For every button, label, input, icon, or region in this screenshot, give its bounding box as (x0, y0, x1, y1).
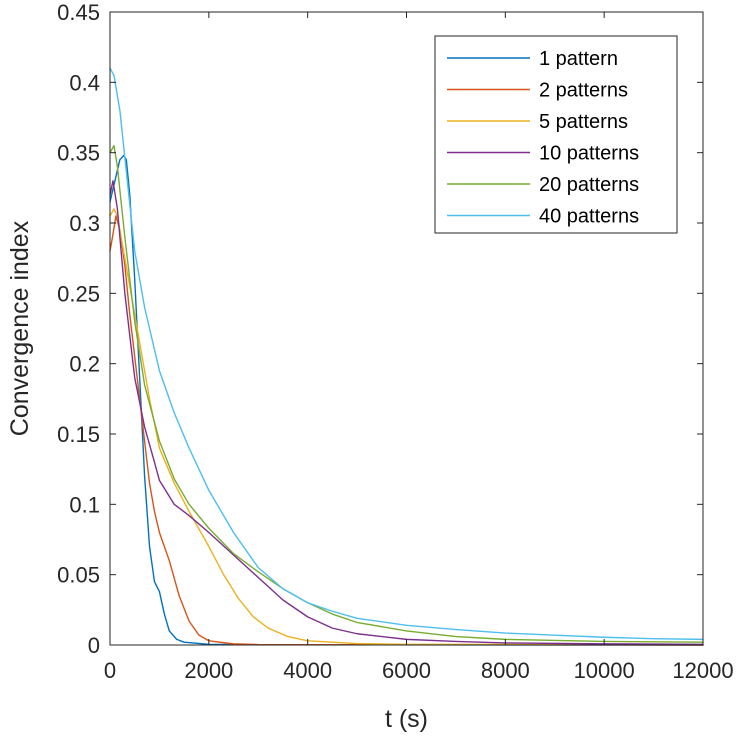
x-axis-label: t (s) (385, 705, 428, 733)
y-axis-label: Convergence index (6, 220, 34, 436)
y-tick-label: 0.05 (57, 563, 100, 588)
y-tick-label: 0.4 (69, 70, 100, 95)
series-line-1 (109, 154, 704, 646)
legend-label-3: 5 patterns (539, 111, 628, 133)
x-tick-label: 10000 (574, 658, 635, 683)
y-tick-label: 0.3 (69, 211, 100, 236)
y-tick-label: 0 (88, 633, 100, 658)
x-tick-label: 0 (104, 658, 116, 683)
series-line-5 (109, 144, 704, 643)
series-line-3 (109, 208, 704, 646)
y-tick-label: 0.45 (57, 0, 100, 25)
series-layer (109, 67, 704, 646)
legend-label-5: 20 patterns (539, 174, 639, 196)
y-tick-label: 0.2 (69, 352, 100, 377)
legend-label-1: 1 pattern (539, 48, 618, 70)
x-tick-label: 4000 (283, 658, 332, 683)
x-tick-label: 6000 (382, 658, 431, 683)
y-tick-label: 0.15 (57, 422, 100, 447)
y-tick-label: 0.25 (57, 281, 100, 306)
legend-box (434, 35, 678, 234)
legend-label-4: 10 patterns (539, 143, 639, 165)
x-tick-label: 2000 (184, 658, 233, 683)
legend: 1 pattern 2 patterns 5 patterns 10 patterns… (434, 35, 678, 234)
legend-label-2: 2 patterns (539, 80, 628, 102)
x-tick-label: 8000 (481, 658, 530, 683)
x-tick-label: 12000 (672, 658, 733, 683)
y-tick-label: 0.1 (69, 492, 100, 517)
y-tick-label: 0.35 (57, 141, 100, 166)
series-line-6 (109, 67, 704, 641)
ticks-layer: 0 2000 4000 6000 8000 10000 12000 0 0.05 0.1 0.15 0… (57, 0, 733, 683)
series-line-4 (109, 180, 704, 645)
legend-label-6: 40 patterns (539, 206, 639, 228)
